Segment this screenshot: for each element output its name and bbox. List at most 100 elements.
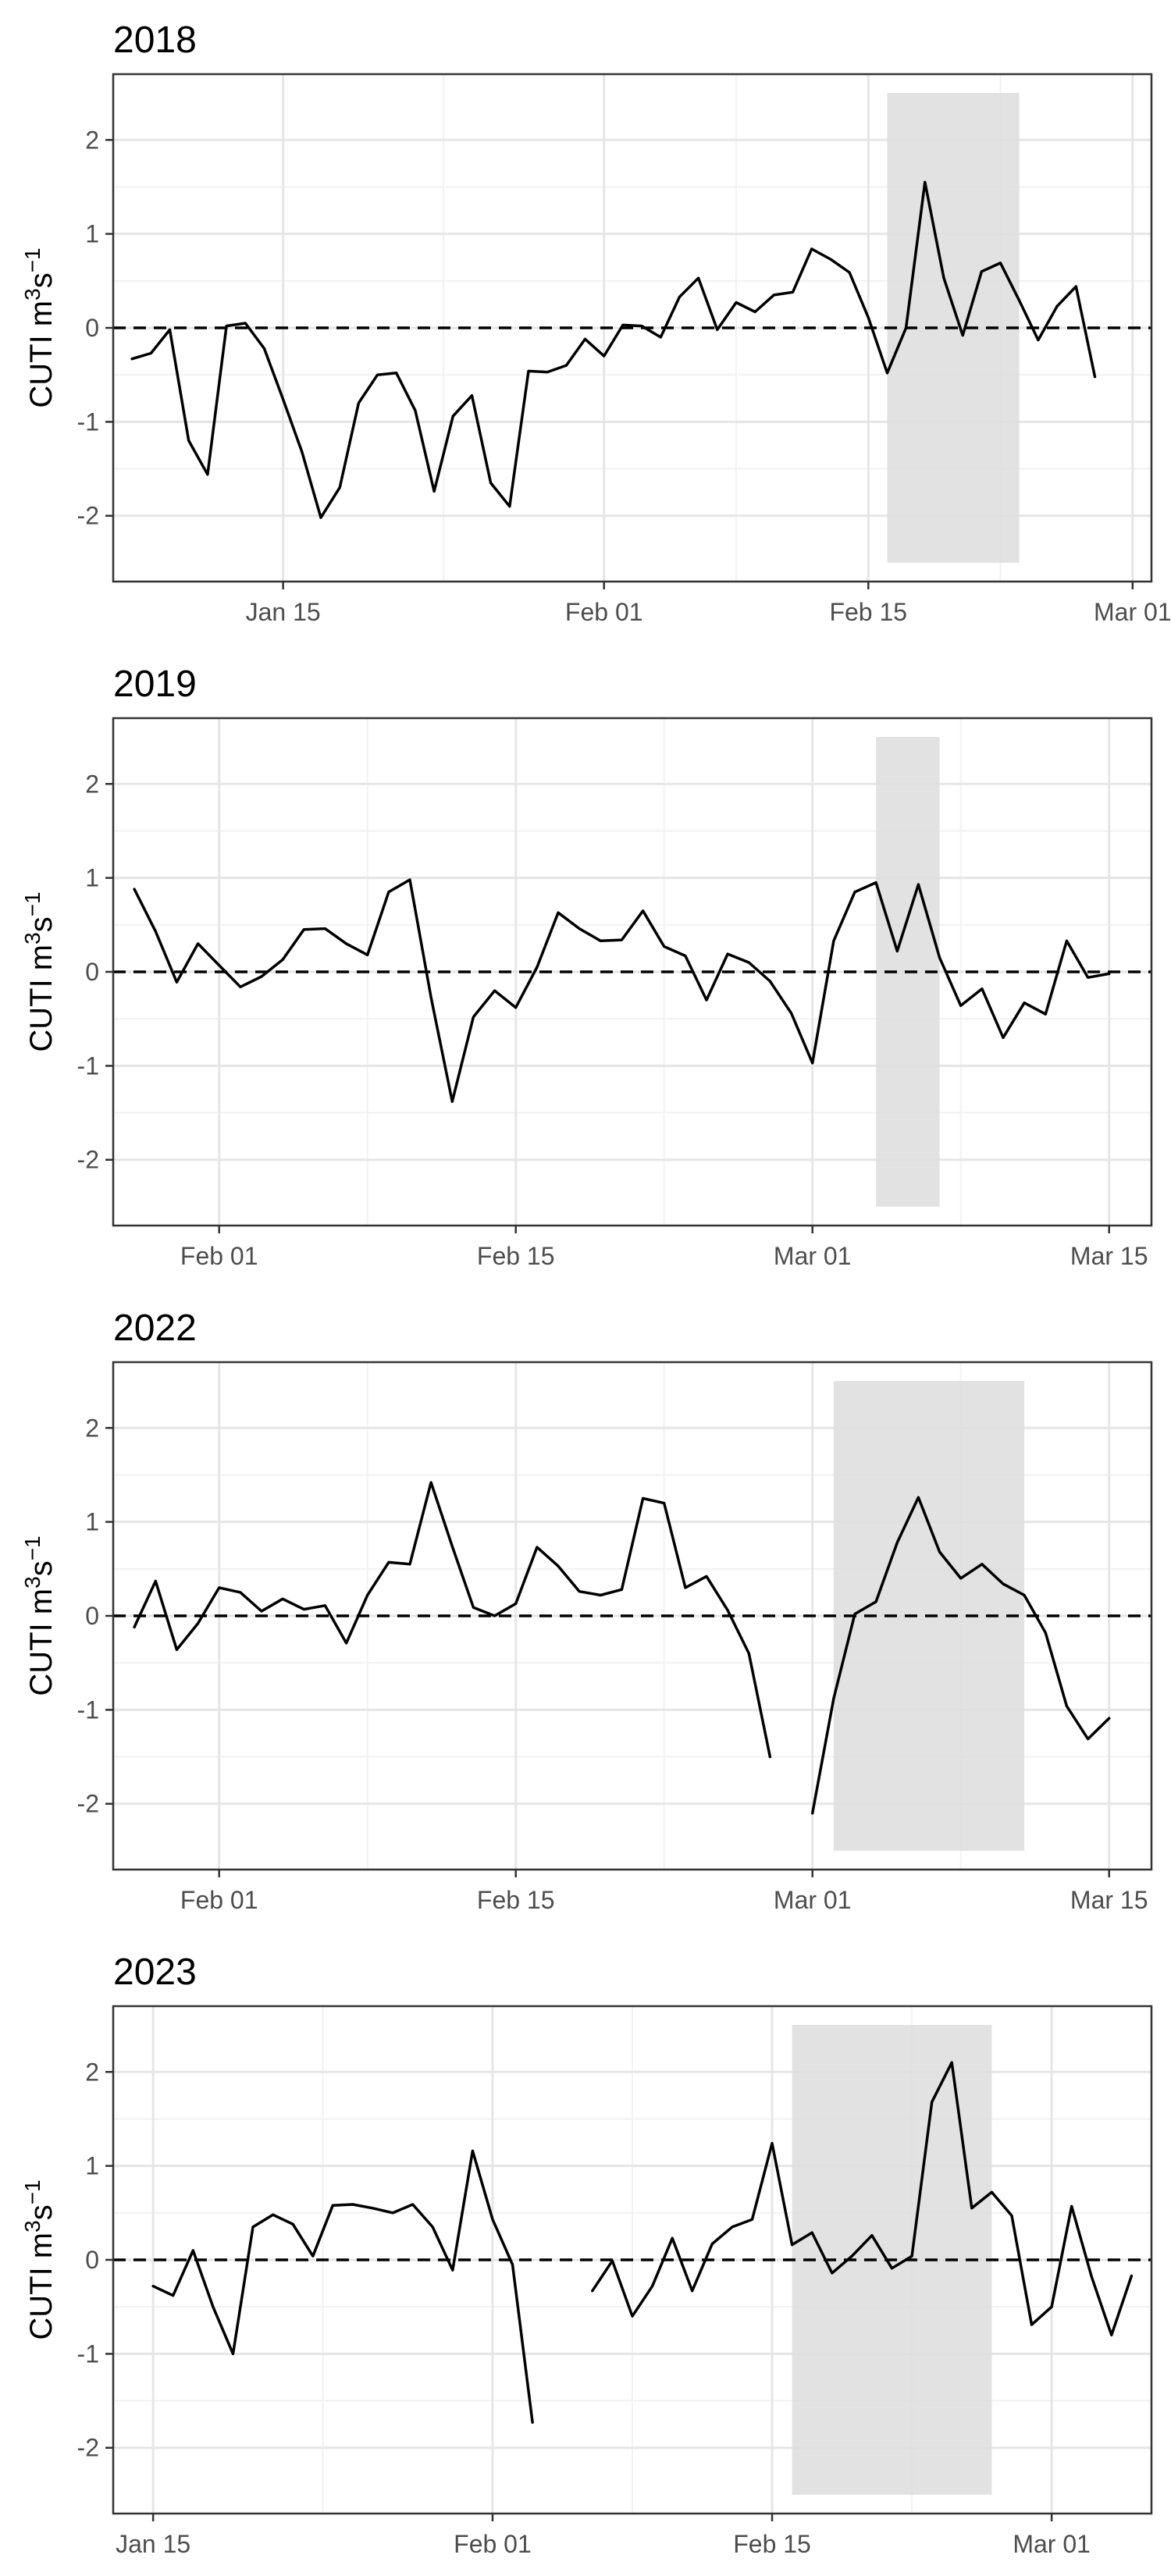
data-point <box>853 1613 856 1616</box>
data-point <box>218 1586 221 1589</box>
panel-2019: 2019 2 1 0 -1 -2 Feb 01 Feb 15 Mar 01 Mar 15 CUTI … <box>20 664 1153 1270</box>
series-line <box>133 1481 1111 1815</box>
y-tick-label: 0 <box>85 958 99 986</box>
data-point <box>450 1545 454 1548</box>
data-point <box>961 334 964 337</box>
data-point <box>291 2222 294 2226</box>
data-point <box>491 2218 494 2221</box>
data-point <box>1065 939 1068 942</box>
y-tick-label: 2 <box>85 1414 99 1442</box>
data-point <box>697 276 700 279</box>
data-point <box>472 1016 475 1019</box>
x-tick-label: Mar 15 <box>1070 1242 1148 1270</box>
data-point <box>735 301 738 304</box>
y-tick-label: -2 <box>77 1146 99 1174</box>
data-point <box>620 938 623 941</box>
data-point <box>981 987 984 991</box>
data-point <box>970 2207 973 2210</box>
data-point <box>642 1497 645 1500</box>
data-point <box>792 290 795 294</box>
y-tick-label: 0 <box>85 2246 99 2274</box>
data-point <box>351 2203 354 2206</box>
y-tick-label: 1 <box>85 220 99 248</box>
data-point <box>768 980 771 983</box>
y-tick-label: 0 <box>85 1602 99 1630</box>
data-point <box>684 1586 687 1589</box>
data-point <box>990 2190 993 2194</box>
data-point <box>1002 1036 1005 1039</box>
data-point <box>1108 972 1111 975</box>
x-tick-label: Feb 15 <box>733 2530 811 2558</box>
x-tick-label: Feb 15 <box>829 598 907 626</box>
data-point <box>1030 2323 1034 2326</box>
data-point <box>531 2421 534 2424</box>
data-point <box>895 950 899 953</box>
series-line <box>130 180 1097 519</box>
y-tick-label: 1 <box>85 2152 99 2180</box>
data-point <box>408 1563 411 1566</box>
data-point <box>705 1574 708 1578</box>
data-point <box>1023 1002 1026 1005</box>
y-tick-label: 2 <box>85 770 99 798</box>
y-tick-label: 0 <box>85 314 99 342</box>
data-point <box>175 1648 178 1651</box>
data-point <box>832 939 835 942</box>
data-point <box>1094 375 1097 379</box>
data-point <box>1087 976 1090 979</box>
data-point <box>244 322 247 325</box>
data-point <box>599 1594 602 1597</box>
data-point <box>726 1609 729 1612</box>
data-point <box>408 878 411 881</box>
y-tick-label: -1 <box>77 1695 99 1724</box>
data-point <box>980 270 983 273</box>
data-point <box>678 295 682 298</box>
x-tick-label: Feb 01 <box>565 598 643 626</box>
data-point <box>536 966 539 969</box>
data-point <box>557 911 560 914</box>
data-point <box>471 394 474 397</box>
data-point <box>1108 1717 1111 1720</box>
data-point <box>810 247 813 251</box>
data-point <box>895 1541 899 1544</box>
data-point <box>691 2290 694 2293</box>
x-tick-label: Feb 01 <box>454 2530 532 2558</box>
data-point <box>133 888 136 891</box>
data-point <box>753 311 756 314</box>
data-point <box>938 956 941 959</box>
data-point <box>591 2290 594 2293</box>
panel-2022: 2022 2 1 0 -1 -2 Feb 01 Feb 15 Mar 01 Mar 15 CUTI … <box>20 1308 1153 1914</box>
data-point <box>831 2272 834 2275</box>
y-tick-label: -1 <box>77 1051 99 1080</box>
data-point <box>191 2249 194 2252</box>
data-point <box>451 415 454 418</box>
data-point <box>376 373 379 376</box>
x-tick-label: Feb 15 <box>477 1242 555 1270</box>
data-point <box>942 276 945 279</box>
data-point <box>938 1550 941 1553</box>
panel-2023: 2023 2 1 0 -1 -2 Jan 15 Feb 01 Feb 15 Mar 01 CUTI … <box>20 1952 1153 2558</box>
data-point <box>705 998 708 1002</box>
x-tick-label: Feb 15 <box>477 1886 555 1914</box>
data-point <box>791 2243 794 2247</box>
data-point <box>239 1591 242 1594</box>
data-point <box>263 347 266 350</box>
data-point <box>886 372 889 375</box>
data-point <box>357 401 360 404</box>
data-point <box>659 336 662 339</box>
x-tick-label: Mar 01 <box>774 1886 852 1914</box>
data-point <box>924 180 927 183</box>
data-point <box>514 1602 518 1605</box>
data-point <box>508 505 511 508</box>
x-tick-label: Feb 01 <box>180 1886 258 1914</box>
y-tick-label: 2 <box>85 2058 99 2086</box>
data-point <box>716 328 719 331</box>
data-point <box>1010 2214 1013 2217</box>
data-point <box>395 372 398 375</box>
data-point <box>251 2226 254 2229</box>
data-point <box>323 927 326 930</box>
data-point <box>206 473 209 476</box>
data-point <box>810 2231 813 2234</box>
data-point <box>366 1594 369 1597</box>
x-tick-label: Mar 01 <box>774 1242 852 1270</box>
